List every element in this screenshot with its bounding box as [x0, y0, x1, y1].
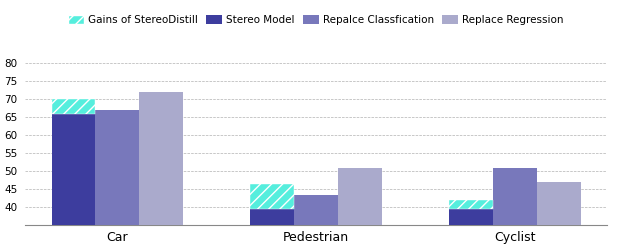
Bar: [251, 209, 294, 225]
Bar: [338, 168, 382, 225]
Bar: [449, 200, 493, 209]
Bar: [251, 184, 294, 209]
Bar: [52, 99, 95, 114]
Bar: [537, 182, 581, 225]
Legend: Gains of StereoDistill, Stereo Model, Repalce Classfication, Replace Regression: Gains of StereoDistill, Stereo Model, Re…: [64, 11, 568, 29]
Bar: [139, 92, 183, 225]
Bar: [95, 110, 139, 225]
Bar: [52, 114, 95, 225]
Bar: [294, 195, 338, 225]
Bar: [449, 209, 493, 225]
Bar: [493, 168, 537, 225]
